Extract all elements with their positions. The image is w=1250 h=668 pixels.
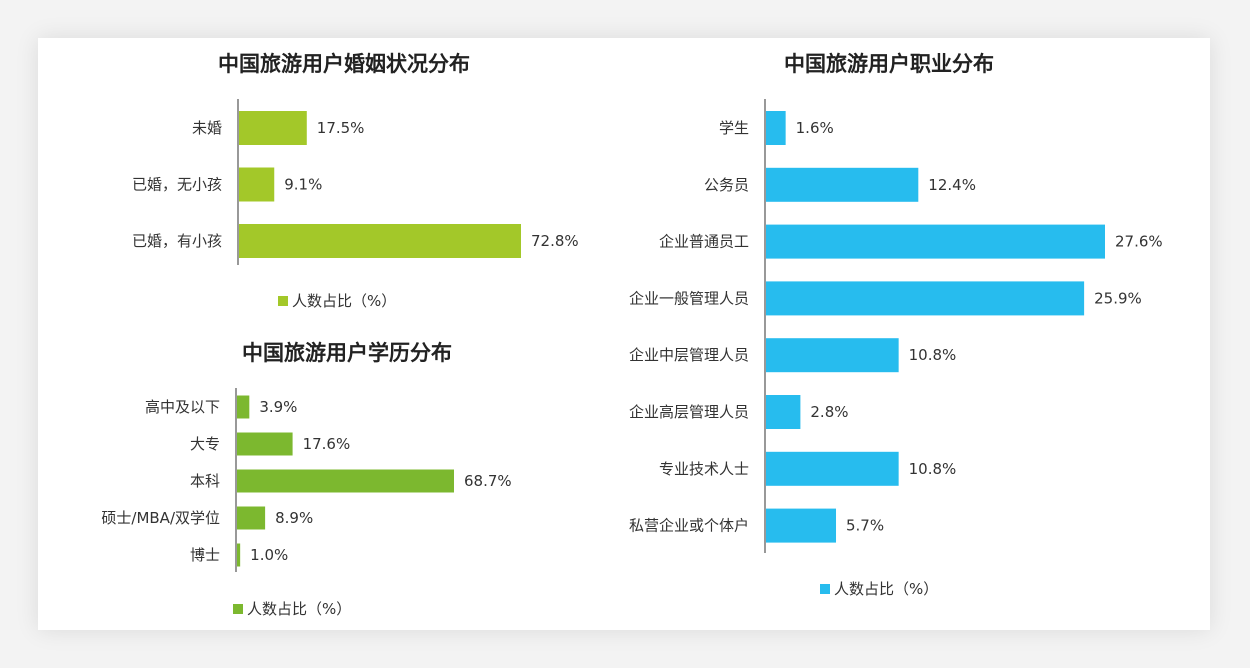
marital-legend-swatch — [278, 295, 288, 306]
marital-bar — [239, 111, 307, 145]
occupation-category-label: 企业中层管理人员 — [629, 346, 749, 364]
occupation-bar — [766, 451, 899, 486]
education-bar — [237, 506, 266, 530]
marital-bar — [239, 167, 275, 202]
occupation-bar — [766, 338, 899, 373]
occupation-bar — [766, 281, 1085, 316]
occupation-category-label: 企业一般管理人员 — [629, 289, 749, 307]
marital-category-label: 未婚 — [192, 119, 222, 137]
education-bar — [237, 395, 250, 419]
occupation-legend-label: 人数占比（%） — [834, 580, 939, 598]
education-category-label: 大专 — [190, 435, 220, 453]
marital-value-label: 17.5% — [317, 119, 365, 137]
education-value-label: 17.6% — [303, 435, 351, 453]
occupation-category-label: 公务员 — [704, 176, 749, 194]
education-value-label: 3.9% — [259, 398, 297, 416]
marital-chart-title: 中国旅游用户婚姻状况分布 — [218, 52, 470, 76]
occupation-value-label: 10.8% — [909, 346, 957, 364]
education-value-label: 8.9% — [275, 509, 313, 527]
education-bar — [237, 543, 241, 567]
occupation-category-label: 企业普通员工 — [659, 233, 749, 251]
education-bar — [237, 469, 454, 493]
marital-value-label: 72.8% — [531, 232, 579, 250]
occupation-value-label: 5.7% — [846, 517, 884, 535]
occupation-bar — [766, 167, 919, 202]
occupation-bar — [766, 508, 837, 543]
occupation-value-label: 12.4% — [928, 176, 976, 194]
marital-legend-label: 人数占比（%） — [292, 292, 397, 310]
occupation-bar — [766, 395, 801, 429]
marital-category-label: 已婚，无小孩 — [132, 176, 222, 194]
education-value-label: 68.7% — [464, 472, 512, 490]
education-category-label: 高中及以下 — [145, 398, 220, 416]
education-legend-label: 人数占比（%） — [247, 600, 352, 618]
occupation-value-label: 27.6% — [1115, 233, 1163, 251]
occupation-category-label: 专业技术人士 — [659, 460, 749, 478]
chart-card — [38, 38, 1210, 630]
occupation-value-label: 10.8% — [909, 460, 957, 478]
occupation-bar — [766, 224, 1105, 259]
education-category-label: 本科 — [190, 472, 220, 490]
occupation-category-label: 私营企业或个体户 — [629, 517, 749, 535]
education-category-label: 博士 — [190, 546, 220, 564]
marital-value-label: 9.1% — [284, 176, 322, 194]
education-value-label: 1.0% — [250, 546, 288, 564]
occupation-chart-title: 中国旅游用户职业分布 — [784, 52, 994, 76]
occupation-legend-swatch — [820, 583, 830, 594]
occupation-category-label: 企业高层管理人员 — [629, 403, 749, 421]
occupation-category-label: 学生 — [719, 119, 749, 137]
occupation-legend: 人数占比（%） — [820, 578, 938, 599]
marital-category-label: 已婚，有小孩 — [132, 232, 222, 250]
marital-bar — [239, 224, 521, 258]
education-legend-swatch — [233, 603, 243, 614]
occupation-bar — [766, 111, 786, 145]
education-category-label: 硕士/MBA/双学位 — [101, 509, 220, 527]
education-legend: 人数占比（%） — [233, 598, 351, 619]
education-bar — [237, 432, 293, 456]
occupation-value-label: 1.6% — [796, 119, 834, 137]
marital-legend: 人数占比（%） — [278, 290, 396, 311]
occupation-value-label: 25.9% — [1094, 289, 1142, 307]
occupation-value-label: 2.8% — [810, 403, 848, 421]
education-chart-title: 中国旅游用户学历分布 — [242, 341, 452, 365]
